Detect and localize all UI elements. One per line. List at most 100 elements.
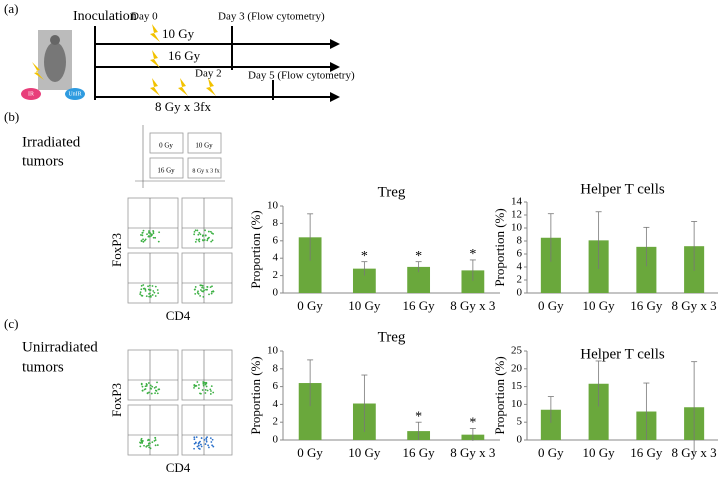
- y-tick-label: 25: [511, 345, 523, 357]
- significance: *: [361, 249, 368, 264]
- event: [203, 289, 205, 292]
- event: [202, 290, 205, 293]
- event: [197, 292, 200, 295]
- event: [148, 231, 151, 234]
- day3: Day 3 (Flow cytometry): [218, 11, 325, 23]
- event: [206, 239, 209, 242]
- chart-title: Helper T cells: [580, 181, 665, 197]
- bar: [461, 270, 485, 293]
- event: [154, 392, 156, 394]
- mouse-head: [50, 35, 60, 45]
- event: [197, 387, 200, 390]
- event: [194, 240, 197, 243]
- event: [149, 387, 152, 390]
- arrowhead: [330, 62, 340, 72]
- event: [152, 290, 155, 292]
- event: [154, 437, 157, 439]
- event: [144, 238, 147, 241]
- event: [205, 288, 207, 291]
- event: [147, 442, 150, 445]
- bolt: [206, 78, 216, 96]
- bolt: [150, 24, 160, 42]
- layout-key: 0 Gy 10 Gy 16 Gy 8 Gy x 3 fx: [135, 125, 225, 188]
- event: [209, 393, 212, 395]
- event: [210, 441, 213, 443]
- event: [198, 441, 200, 444]
- mouse: [44, 42, 66, 82]
- event: [155, 390, 158, 392]
- x-tick-label: 0 Gy: [297, 445, 323, 460]
- event: [204, 392, 207, 394]
- event: [199, 294, 202, 297]
- event: [199, 289, 202, 291]
- event: [153, 291, 156, 294]
- section-label: tumors: [22, 359, 64, 375]
- schematic: IR UnIR Inoculation Day 0 Day 3 (Flow cy…: [21, 9, 355, 114]
- dose: 16 Gy: [168, 48, 201, 63]
- event: [147, 444, 150, 447]
- event: [206, 436, 208, 438]
- event: [193, 442, 196, 445]
- event: [211, 444, 214, 447]
- y-tick-label: 6: [273, 380, 279, 392]
- event: [205, 385, 208, 388]
- event: [201, 286, 203, 289]
- key-label: 0 Gy: [159, 142, 173, 150]
- y-axis-label: Proportion (%): [492, 208, 507, 286]
- day0: Day 0: [131, 11, 158, 23]
- event: [196, 229, 199, 232]
- arrowhead: [330, 39, 340, 49]
- event: [207, 444, 210, 447]
- x-tick-label: 10 Gy: [348, 445, 381, 460]
- key-box: [149, 157, 184, 179]
- event: [194, 292, 197, 295]
- event: [199, 392, 201, 395]
- y-tick-label: 2: [273, 416, 279, 428]
- event: [140, 382, 143, 385]
- flow-plot: [127, 197, 179, 249]
- y-tick-label: 15: [511, 380, 523, 392]
- event: [141, 385, 144, 388]
- event: [151, 385, 154, 388]
- event: [147, 235, 150, 238]
- event: [207, 237, 210, 240]
- event: [149, 447, 152, 450]
- event: [154, 236, 157, 239]
- event: [193, 230, 196, 233]
- event: [149, 292, 151, 295]
- flow-plot: [127, 404, 179, 456]
- event: [193, 233, 196, 236]
- event: [153, 387, 156, 389]
- event: [210, 240, 213, 243]
- bar: [588, 383, 609, 440]
- event: [152, 236, 155, 239]
- event: [155, 386, 157, 388]
- event: [139, 291, 142, 294]
- y-tick-label: 6: [273, 234, 279, 246]
- flow-plots: [127, 197, 233, 304]
- event: [156, 289, 159, 291]
- event: [142, 284, 145, 286]
- bolt: [32, 62, 44, 80]
- event: [151, 285, 154, 287]
- event: [196, 381, 199, 383]
- event: [148, 295, 151, 298]
- event: [197, 233, 200, 236]
- y-tick-label: 12: [511, 209, 522, 221]
- dose: 8 Gy x 3fx: [155, 99, 211, 114]
- y-tick-label: 4: [273, 398, 279, 410]
- event: [211, 438, 214, 441]
- day2: Day 2: [195, 68, 222, 80]
- event: [212, 391, 215, 394]
- significance: *: [415, 409, 422, 424]
- dose: 10 Gy: [162, 26, 195, 41]
- event: [208, 293, 210, 296]
- flow-plot: [181, 252, 233, 304]
- event: [200, 284, 203, 287]
- ir-label: IR: [28, 91, 34, 97]
- event: [204, 389, 207, 391]
- y-tick-label: 0: [273, 287, 279, 299]
- axis-label: FoxP3: [109, 233, 124, 267]
- day5: Day 5 (Flow cytometry): [248, 70, 355, 82]
